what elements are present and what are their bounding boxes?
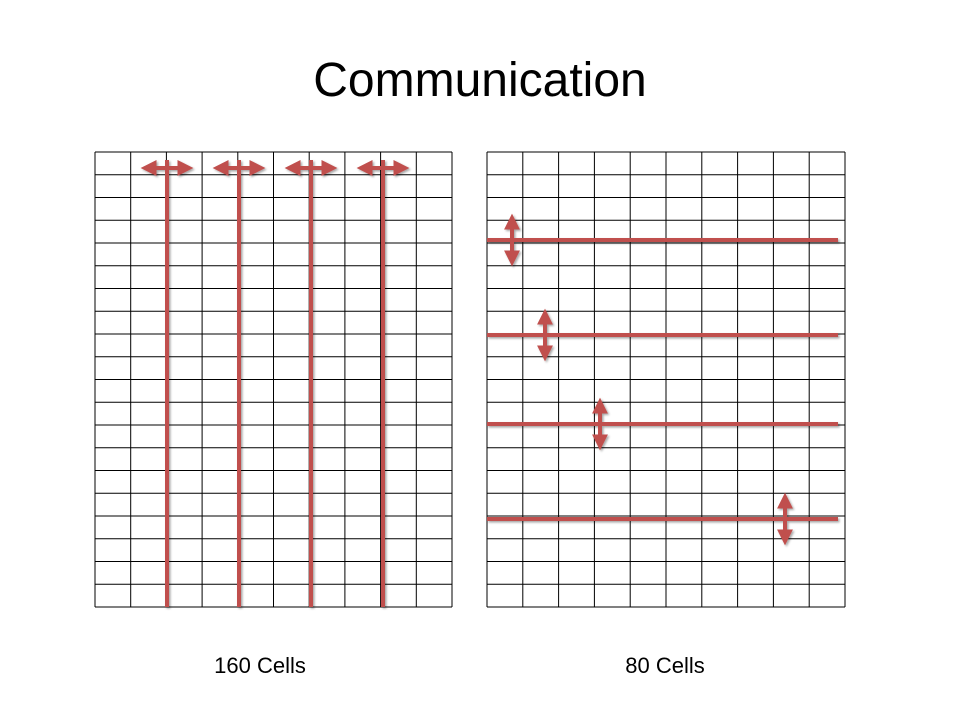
grids [94,151,846,608]
panel-label: 160 Cells [214,653,306,678]
slide-title: Communication [313,54,646,107]
panel-label: 80 Cells [625,653,704,678]
communication-arrows [140,160,838,607]
